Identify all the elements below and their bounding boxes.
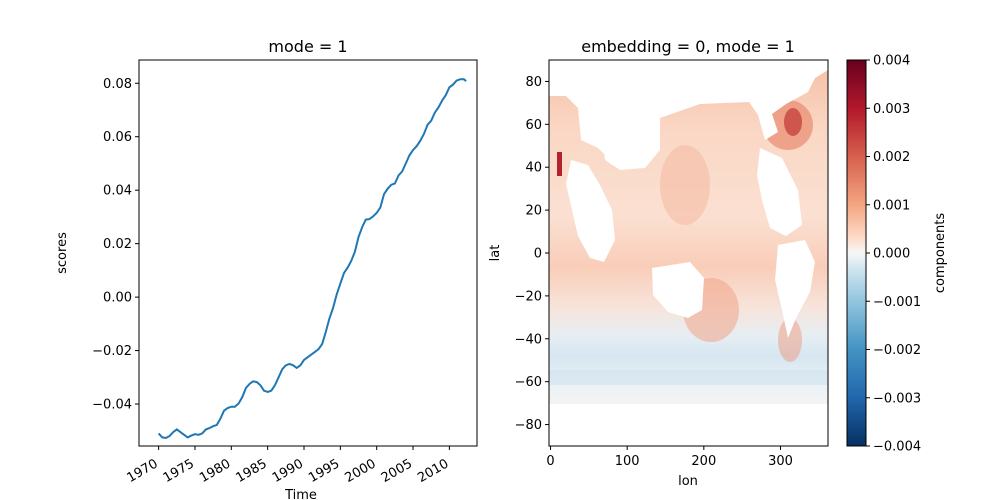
heatmap-ticks: −80 −60 −40 −20 0 20 40 60 80 0 100 200 300 xyxy=(515,75,793,469)
x-tick-label: 1970 xyxy=(124,456,160,486)
line-chart-panel: mode = 1 −0.04 −0.02 0.00 0.02 0.04 0.06 0.08 1… xyxy=(55,37,478,500)
y-tick-label: 0.04 xyxy=(103,184,132,199)
land-australia xyxy=(652,262,704,318)
hot-spot xyxy=(557,152,562,176)
heatmap-ylabel: lat xyxy=(488,245,503,262)
y-tick-label: −0.04 xyxy=(92,398,132,413)
heatmap-frame xyxy=(548,59,829,447)
heatmap-title: embedding = 0, mode = 1 xyxy=(581,37,795,56)
lon-tick-label: 0 xyxy=(546,454,554,469)
colorbar-tick-label: −0.003 xyxy=(873,391,921,406)
colorbar-tick-label: 0.003 xyxy=(873,102,910,117)
heatmap-xlabel: lon xyxy=(678,474,698,489)
lat-tick-label: 60 xyxy=(525,118,542,133)
line-chart-frame xyxy=(138,59,478,447)
land-africa xyxy=(566,160,615,262)
colorbar-label: components xyxy=(933,213,948,294)
x-tick-label: 2010 xyxy=(415,456,451,486)
lat-tick-label: 0 xyxy=(534,247,542,262)
lat-tick-label: −20 xyxy=(515,289,542,304)
heatmap-panel: embedding = 0, mode = 1 −80 −60 −40 −20 0 20 4… xyxy=(488,37,948,489)
line-chart-ylabel: scores xyxy=(55,232,70,274)
x-tick-label: 1975 xyxy=(161,456,197,486)
colorbar-tick-label: 0.002 xyxy=(873,150,910,165)
y-tick-label: −0.02 xyxy=(92,344,132,359)
lat-tick-label: 20 xyxy=(525,204,542,219)
lat-tick-label: −40 xyxy=(515,332,542,347)
line-chart-title: mode = 1 xyxy=(268,37,347,56)
land-mask xyxy=(549,60,828,446)
line-chart-xlabel: Time xyxy=(284,488,317,500)
x-tick-label: 2005 xyxy=(379,456,415,486)
land-antarctica xyxy=(549,404,828,446)
y-tick-label: 0.00 xyxy=(103,291,132,306)
colorbar-tick-label: −0.002 xyxy=(873,343,921,358)
colorbar-tick-label: −0.001 xyxy=(873,295,921,310)
x-tick-label: 1980 xyxy=(197,456,233,486)
lon-tick-label: 200 xyxy=(691,454,716,469)
colorbar xyxy=(846,59,867,447)
colorbar-tick-label: 0.004 xyxy=(873,54,910,69)
y-tick-label: 0.06 xyxy=(103,130,132,145)
land-asia-west xyxy=(600,108,660,170)
colorbar-tick-label: −0.004 xyxy=(873,440,921,455)
x-tick-label: 1995 xyxy=(306,456,342,486)
heatmap-field xyxy=(549,60,828,446)
x-tick-label: 2000 xyxy=(343,456,379,486)
lat-tick-label: −60 xyxy=(515,375,542,390)
y-tick-label: 0.08 xyxy=(103,77,132,92)
land-south-america xyxy=(775,240,815,338)
lat-tick-label: −80 xyxy=(515,418,542,433)
x-tick-label: 1985 xyxy=(233,456,269,486)
scores-line xyxy=(157,78,467,440)
lat-tick-label: 80 xyxy=(525,75,542,90)
colorbar-tick-label: 0.001 xyxy=(873,198,910,213)
lon-tick-label: 300 xyxy=(768,454,793,469)
land-north-america xyxy=(757,148,802,236)
y-tick-label: 0.02 xyxy=(103,237,132,252)
colorbar-ticks: 0.004 0.003 0.002 0.001 0.000 −0.001 −0.002 −0.… xyxy=(866,54,921,455)
colorbar-tick-label: 0.000 xyxy=(873,247,910,262)
x-tick-label: 1990 xyxy=(270,456,306,486)
lat-tick-label: 40 xyxy=(525,161,542,176)
lon-tick-label: 100 xyxy=(615,454,640,469)
